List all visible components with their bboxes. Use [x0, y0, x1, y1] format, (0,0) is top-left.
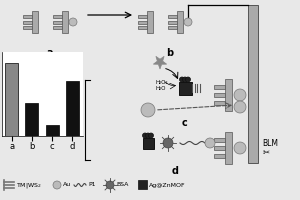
Circle shape [182, 77, 188, 82]
Text: c: c [182, 118, 188, 128]
Circle shape [179, 77, 184, 82]
Bar [53, 15, 62, 18]
Bar [168, 21, 177, 23]
Bar [224, 132, 232, 164]
Bar [214, 146, 224, 150]
Circle shape [234, 89, 246, 101]
Circle shape [185, 77, 190, 82]
Circle shape [163, 138, 173, 148]
Text: BSA: BSA [116, 182, 128, 188]
Bar [23, 21, 32, 23]
Circle shape [53, 181, 61, 189]
Bar [214, 154, 224, 158]
Bar [46, 125, 59, 136]
Text: d: d [172, 166, 178, 176]
Bar [168, 26, 177, 29]
Bar [23, 15, 32, 18]
Text: P1: P1 [88, 182, 95, 188]
Text: H₂O: H₂O [155, 86, 166, 90]
Circle shape [234, 101, 246, 113]
Text: TM|WS$_2$: TM|WS$_2$ [16, 180, 42, 190]
Bar [178, 82, 191, 95]
Circle shape [148, 133, 154, 138]
Bar [147, 11, 153, 33]
Circle shape [146, 133, 151, 138]
Bar [142, 138, 154, 148]
Text: Au: Au [63, 182, 71, 188]
Text: H₂O₂: H₂O₂ [155, 79, 168, 84]
Bar [177, 11, 183, 33]
Bar [32, 11, 38, 33]
Circle shape [141, 103, 155, 117]
Bar [138, 26, 147, 29]
Circle shape [69, 18, 77, 26]
Bar [23, 26, 32, 29]
Bar [138, 15, 147, 18]
Bar [138, 180, 147, 189]
Text: Ag@ZnMOF: Ag@ZnMOF [149, 182, 186, 188]
Bar [66, 81, 79, 136]
Bar [168, 15, 177, 18]
Bar [214, 93, 224, 97]
Circle shape [234, 142, 246, 154]
Bar [138, 21, 147, 23]
Text: BLM: BLM [262, 138, 278, 148]
Circle shape [142, 133, 148, 138]
Polygon shape [153, 56, 167, 69]
Circle shape [205, 138, 215, 148]
Bar [214, 101, 224, 105]
Text: a: a [47, 48, 53, 58]
Text: ✂: ✂ [263, 148, 270, 158]
Text: b: b [167, 48, 174, 58]
Bar [26, 103, 38, 136]
Bar [5, 63, 18, 136]
Bar [53, 21, 62, 23]
Bar [62, 11, 68, 33]
Circle shape [106, 181, 114, 189]
Bar [248, 5, 258, 163]
Circle shape [184, 18, 192, 26]
Bar [224, 79, 232, 111]
Bar [214, 138, 224, 142]
Bar [214, 85, 224, 89]
Bar [53, 26, 62, 29]
